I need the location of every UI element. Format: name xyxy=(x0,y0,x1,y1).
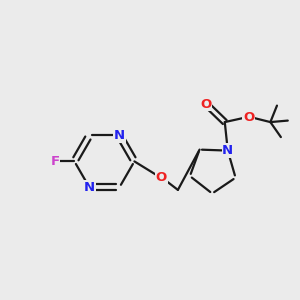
Text: O: O xyxy=(201,98,212,111)
Text: O: O xyxy=(243,111,254,124)
Text: N: N xyxy=(114,129,125,142)
Text: O: O xyxy=(156,171,167,184)
Text: N: N xyxy=(222,144,233,157)
Text: N: N xyxy=(84,181,95,194)
Text: F: F xyxy=(50,155,59,168)
